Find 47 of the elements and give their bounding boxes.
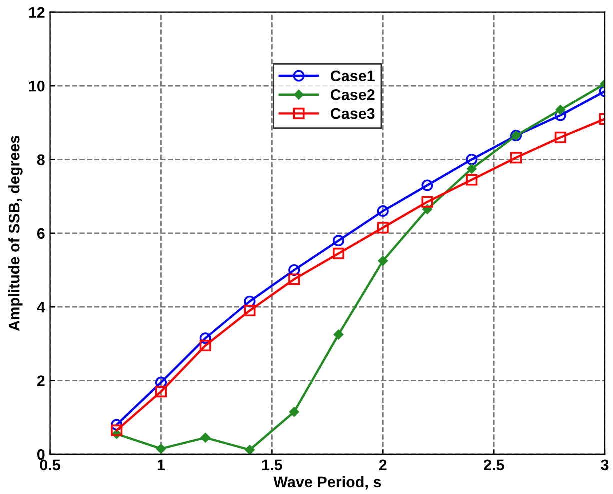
x-tick-label: 2 bbox=[379, 460, 387, 470]
point bbox=[554, 110, 566, 122]
point bbox=[156, 444, 166, 454]
point bbox=[510, 152, 522, 164]
point bbox=[288, 264, 300, 276]
point bbox=[332, 235, 345, 247]
point bbox=[245, 445, 255, 454]
point bbox=[200, 340, 212, 352]
point bbox=[332, 248, 345, 260]
x-tick-label: 3 bbox=[601, 460, 609, 471]
x-tick-label: 0.5 bbox=[40, 460, 60, 471]
point bbox=[155, 386, 167, 398]
point bbox=[466, 154, 478, 166]
point bbox=[554, 132, 566, 144]
y-tick-label: 8 bbox=[37, 154, 45, 166]
point bbox=[377, 206, 389, 218]
y-tick-label: 4 bbox=[37, 302, 46, 313]
point bbox=[290, 407, 300, 417]
y-tick-label: 0 bbox=[38, 449, 45, 460]
point bbox=[200, 433, 210, 443]
point bbox=[200, 332, 212, 344]
point bbox=[378, 256, 388, 266]
point bbox=[422, 180, 434, 192]
point bbox=[244, 296, 256, 308]
point bbox=[466, 174, 478, 186]
x-tick-label: 2.5 bbox=[484, 460, 504, 471]
point bbox=[467, 164, 477, 174]
point bbox=[111, 424, 123, 436]
x-tick-label: 1.5 bbox=[262, 460, 282, 471]
point bbox=[422, 196, 434, 208]
point bbox=[244, 305, 256, 317]
point bbox=[377, 222, 389, 234]
y-tick-label: 2 bbox=[37, 376, 45, 386]
x-axis-title: Wave Period, s bbox=[274, 476, 382, 490]
y-tick-label: 6 bbox=[37, 228, 45, 240]
y-tick-label: 12 bbox=[29, 7, 45, 18]
point bbox=[155, 376, 167, 388]
legend-label: Case2 bbox=[330, 90, 375, 100]
point bbox=[556, 105, 566, 115]
y-tick-label: 10 bbox=[29, 80, 45, 92]
point bbox=[334, 330, 344, 340]
point bbox=[288, 274, 300, 286]
y-axis-title: Amplitude of SSB, degrees bbox=[8, 136, 23, 332]
x-tick-label: 1 bbox=[158, 460, 166, 470]
point bbox=[111, 419, 123, 431]
legend-label: Case3 bbox=[330, 108, 375, 120]
legend-label: Case1 bbox=[330, 70, 375, 82]
